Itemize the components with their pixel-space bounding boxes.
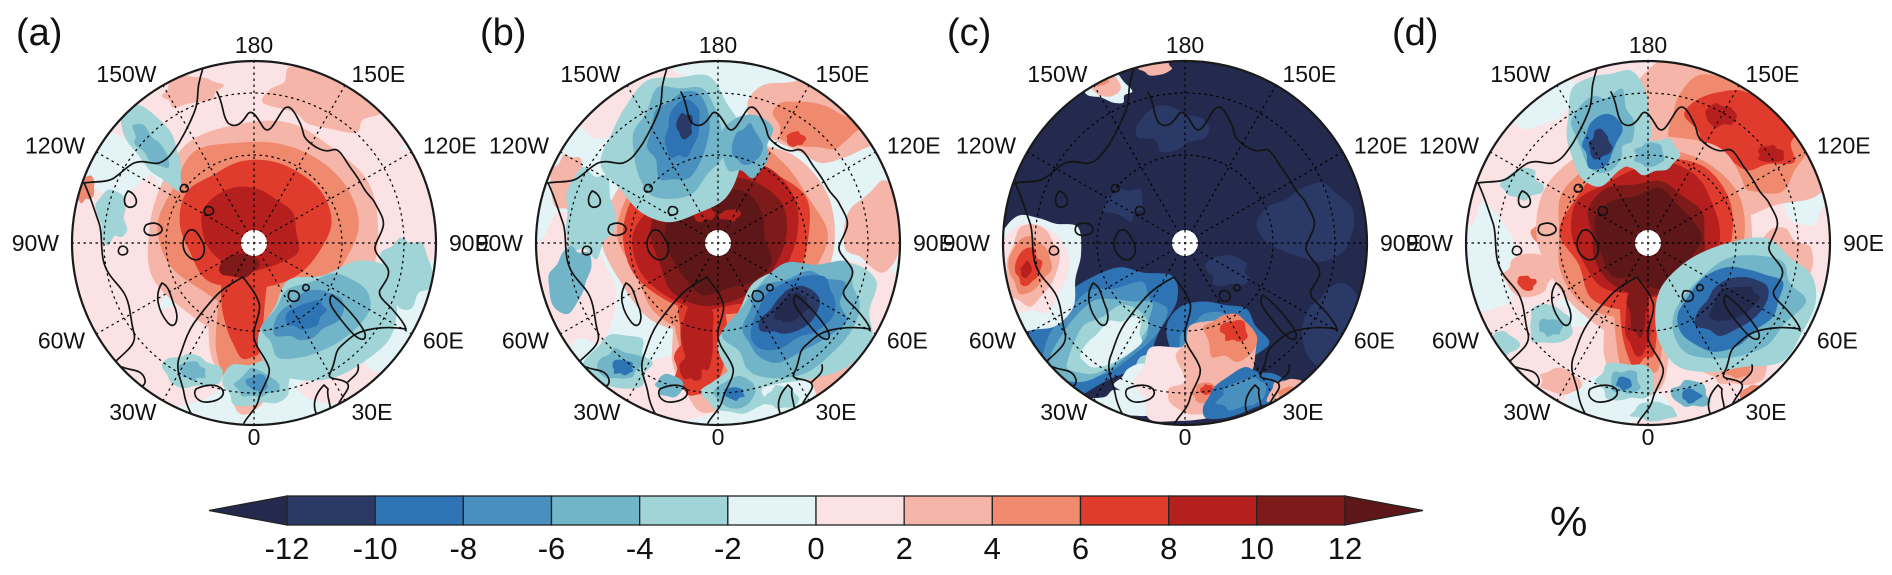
map-panel-b: 180 150E 120E 90E 60E 30E 0 30W 60W 90W 120W 150W (476, 32, 954, 450)
colorbar-cell (1079, 495, 1170, 526)
meridian-label-0: 0 (248, 424, 261, 450)
meridian-label-30W: 30W (1503, 399, 1551, 425)
colorbar-tick-label: 8 (1160, 531, 1177, 566)
meridian-label-150W: 150W (1027, 61, 1087, 87)
colorbar-tick-label: 6 (1072, 531, 1089, 566)
meridian-label-60E: 60E (423, 328, 464, 354)
colorbar: -12 -10 -8 -6 -4 -2 0 2 4 6 8 10 12 (208, 495, 1424, 566)
colorbar-cell (639, 495, 729, 526)
colorbar-cell (991, 495, 1082, 526)
colorbar-right-arrow (1344, 495, 1424, 526)
colorbar-tick-label: -2 (714, 531, 742, 566)
colorbar-cell (1168, 495, 1258, 526)
meridian-label-150W: 150W (96, 61, 156, 87)
meridian-label-90E: 90E (1843, 230, 1884, 256)
colorbar-tick-label: -8 (450, 531, 478, 566)
colorbar-tick-label: 12 (1328, 531, 1362, 566)
meridian-label-60W: 60W (1432, 328, 1480, 354)
meridian-label-150W: 150W (560, 61, 620, 87)
meridian-label-30W: 30W (1040, 399, 1088, 425)
colorbar-cell (462, 495, 553, 526)
meridian-label-120E: 120E (887, 133, 941, 159)
meridian-label-30E: 30E (352, 399, 393, 425)
colorbar-tick-label: -10 (353, 531, 398, 566)
meridian-label-180: 180 (1166, 32, 1204, 58)
meridian-label-30W: 30W (573, 399, 621, 425)
colorbar-tick-label: 4 (984, 531, 1001, 566)
colorbar-cell (550, 495, 641, 526)
contour-fill-blobs (536, 64, 900, 424)
meridian-label-120W: 120W (956, 133, 1016, 159)
colorbar-tick-label: 0 (807, 531, 824, 566)
colorbar-tick-label: -12 (265, 531, 310, 566)
meridian-label-60W: 60W (502, 328, 550, 354)
colorbar-cell (374, 495, 464, 526)
meridian-label-180: 180 (699, 32, 737, 58)
meridian-label-90W: 90W (943, 230, 991, 256)
meridian-label-60E: 60E (887, 328, 928, 354)
meridian-label-90W: 90W (12, 230, 60, 256)
colorbar-cell (903, 495, 993, 526)
meridian-label-90W: 90W (476, 230, 524, 256)
map-boundary (1001, 59, 1369, 427)
meridian-label-0: 0 (1179, 424, 1192, 450)
meridian-label-180: 180 (235, 32, 273, 58)
meridian-label-30E: 30E (816, 399, 857, 425)
map-panel-c: 180 150E 120E 90E 60E 30E 0 30W 60W 90W 120W 150W (943, 32, 1421, 450)
colorbar-tick-label: 2 (896, 531, 913, 566)
panel-label-c: (c) (947, 12, 992, 54)
meridian-label-150E: 150E (1283, 61, 1337, 87)
colorbar-cell (815, 495, 905, 526)
colorbar-tick-label: 10 (1240, 531, 1274, 566)
meridian-label-30W: 30W (109, 399, 157, 425)
meridian-label-150W: 150W (1490, 61, 1550, 87)
map-panel-d: 180 150E 120E 90E 60E 30E 0 30W 60W 90W 120W 150W (1406, 32, 1884, 450)
colorbar-cell (286, 495, 376, 526)
meridian-label-60W: 60W (38, 328, 86, 354)
meridian-label-120E: 120E (1817, 133, 1871, 159)
meridian-label-30E: 30E (1746, 399, 1787, 425)
panel-label-a: (a) (16, 12, 63, 54)
meridian-label-120E: 120E (423, 133, 477, 159)
meridian-label-90E: 90E (913, 230, 954, 256)
meridian-label-90E: 90E (449, 230, 490, 256)
map-boundary (1464, 59, 1832, 427)
map-panel-a: 180 150E 120E 90E 60E 30E 0 30W 60W 90W 120W 150W (12, 32, 490, 450)
meridian-label-0: 0 (712, 424, 725, 450)
meridian-label-150E: 150E (1746, 61, 1800, 87)
meridian-label-180: 180 (1629, 32, 1667, 58)
colorbar-unit-label: % (1550, 498, 1588, 545)
meridian-label-60W: 60W (969, 328, 1017, 354)
meridian-label-90E: 90E (1380, 230, 1421, 256)
colorbar-tick-label: -6 (538, 531, 566, 566)
map-boundary (70, 59, 438, 427)
meridian-label-150E: 150E (352, 61, 406, 87)
graticule (1466, 61, 1830, 425)
meridian-label-0: 0 (1642, 424, 1655, 450)
meridian-label-60E: 60E (1354, 328, 1395, 354)
meridian-label-120W: 120W (25, 133, 85, 159)
panel-label-b: (b) (480, 12, 527, 54)
meridian-label-150E: 150E (816, 61, 870, 87)
meridian-label-120W: 120W (1419, 133, 1479, 159)
graticule (1003, 61, 1367, 425)
map-boundary (534, 59, 902, 427)
meridian-label-30E: 30E (1283, 399, 1324, 425)
panel-label-d: (d) (1392, 12, 1439, 54)
colorbar-cell (727, 495, 817, 526)
colorbar-tick-label: -4 (626, 531, 654, 566)
colorbar-cell (1256, 495, 1346, 526)
graticule (536, 61, 900, 425)
meridian-label-120W: 120W (489, 133, 549, 159)
meridian-label-120E: 120E (1354, 133, 1408, 159)
graticule (72, 61, 436, 425)
meridian-label-90W: 90W (1406, 230, 1454, 256)
meridian-label-60E: 60E (1817, 328, 1858, 354)
colorbar-left-arrow (208, 495, 288, 526)
